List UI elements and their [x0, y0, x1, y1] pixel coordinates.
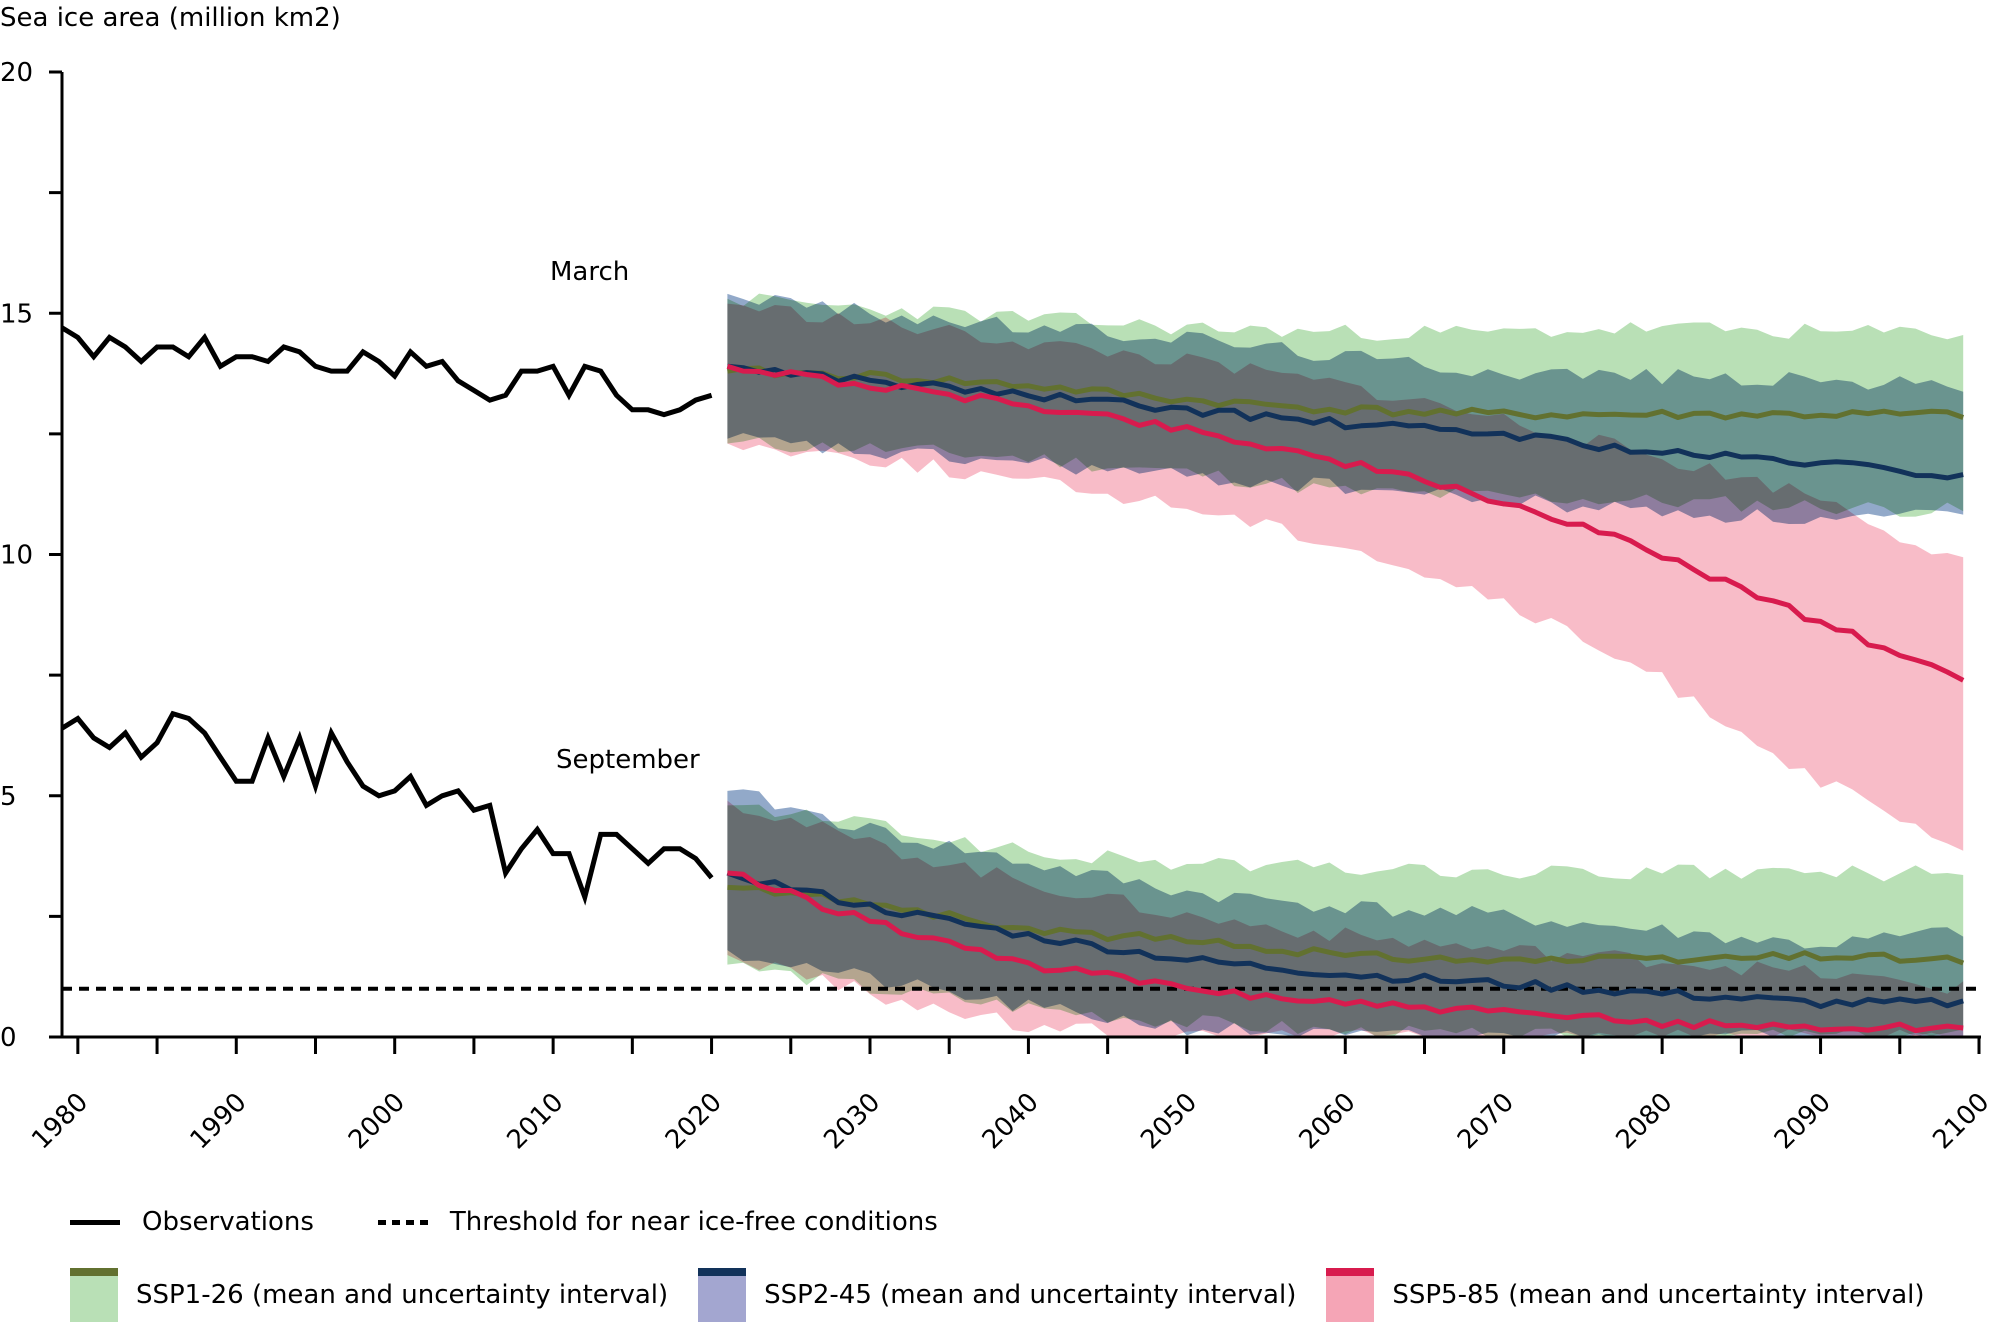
- x-tick-label: 2080: [1610, 1087, 1678, 1155]
- x-tick-label: 2050: [1135, 1087, 1203, 1155]
- x-tick-label: 2030: [818, 1087, 886, 1155]
- legend-label-threshold: Threshold for near ice-free conditions: [449, 1207, 938, 1237]
- legend-label-ssp126: SSP1-26 (mean and uncertainty interval): [136, 1280, 669, 1310]
- legend-row-1: Observations Threshold for near ice-free…: [70, 1207, 994, 1237]
- x-tick-label: 2020: [660, 1087, 728, 1155]
- legend-label-observations: Observations: [142, 1207, 314, 1237]
- y-tick-label: 5: [0, 782, 17, 812]
- observations-line-september: [60, 710, 714, 906]
- legend-swatch-threshold: [377, 1219, 428, 1225]
- legend-item-ssp245: SSP2-45 (mean and uncertainty interval): [698, 1268, 1296, 1322]
- band-ssp5-85-september: [727, 800, 1964, 1037]
- mean-line-ssp5-85-september: [727, 870, 1964, 1034]
- mean-line-ssp2-45-march: [727, 363, 1964, 481]
- legend-item-ssp585: SSP5-85 (mean and uncertainty interval): [1326, 1268, 1925, 1322]
- y-tick-label: 0: [0, 1023, 17, 1053]
- legend-row-2: SSP1-26 (mean and uncertainty interval) …: [70, 1268, 1981, 1322]
- annotation-march: March: [550, 257, 629, 287]
- x-tick-label: 2060: [1294, 1087, 1362, 1155]
- x-tick-label: 1980: [26, 1087, 94, 1155]
- legend-label-ssp585: SSP5-85 (mean and uncertainty interval): [1392, 1280, 1925, 1310]
- legend-item-ssp126: SSP1-26 (mean and uncertainty interval): [70, 1268, 668, 1322]
- y-tick-label: 20: [0, 58, 33, 88]
- x-tick-label: 2090: [1769, 1087, 1837, 1155]
- mean-line-ssp5-85-march: [726, 363, 1965, 683]
- legend-item-observations: Observations: [70, 1207, 314, 1237]
- x-tick-label: 2040: [977, 1087, 1045, 1155]
- x-tick-label: 1990: [185, 1087, 253, 1155]
- observations-line-march: [60, 325, 713, 418]
- mean-line-ssp2-45-september: [726, 870, 1964, 1010]
- annotation-september: September: [556, 745, 700, 775]
- y-tick-label: 10: [0, 541, 33, 571]
- legend-label-ssp245: SSP2-45 (mean and uncertainty interval): [764, 1280, 1297, 1310]
- x-tick-label: 2010: [501, 1087, 569, 1155]
- legend-swatch-ssp245: [698, 1268, 747, 1322]
- x-tick-label: 2070: [1452, 1087, 1520, 1155]
- legend-item-threshold: Threshold for near ice-free conditions: [377, 1207, 938, 1237]
- legend-swatch-observations: [70, 1219, 120, 1225]
- observation-lines: [60, 325, 714, 906]
- legend-swatch-ssp126: [70, 1268, 118, 1322]
- uncertainty-bands: [727, 293, 1964, 1037]
- x-tick-label: 2000: [343, 1087, 411, 1155]
- legend-swatch-ssp585: [1326, 1268, 1375, 1322]
- y-tick-label: 15: [0, 299, 33, 329]
- y-axis-label: Sea ice area (million km2): [0, 3, 341, 33]
- band-ssp5-85-march: [727, 303, 1964, 851]
- x-tick-label: 2100: [1927, 1087, 1995, 1155]
- mean-lines: [726, 363, 1965, 1034]
